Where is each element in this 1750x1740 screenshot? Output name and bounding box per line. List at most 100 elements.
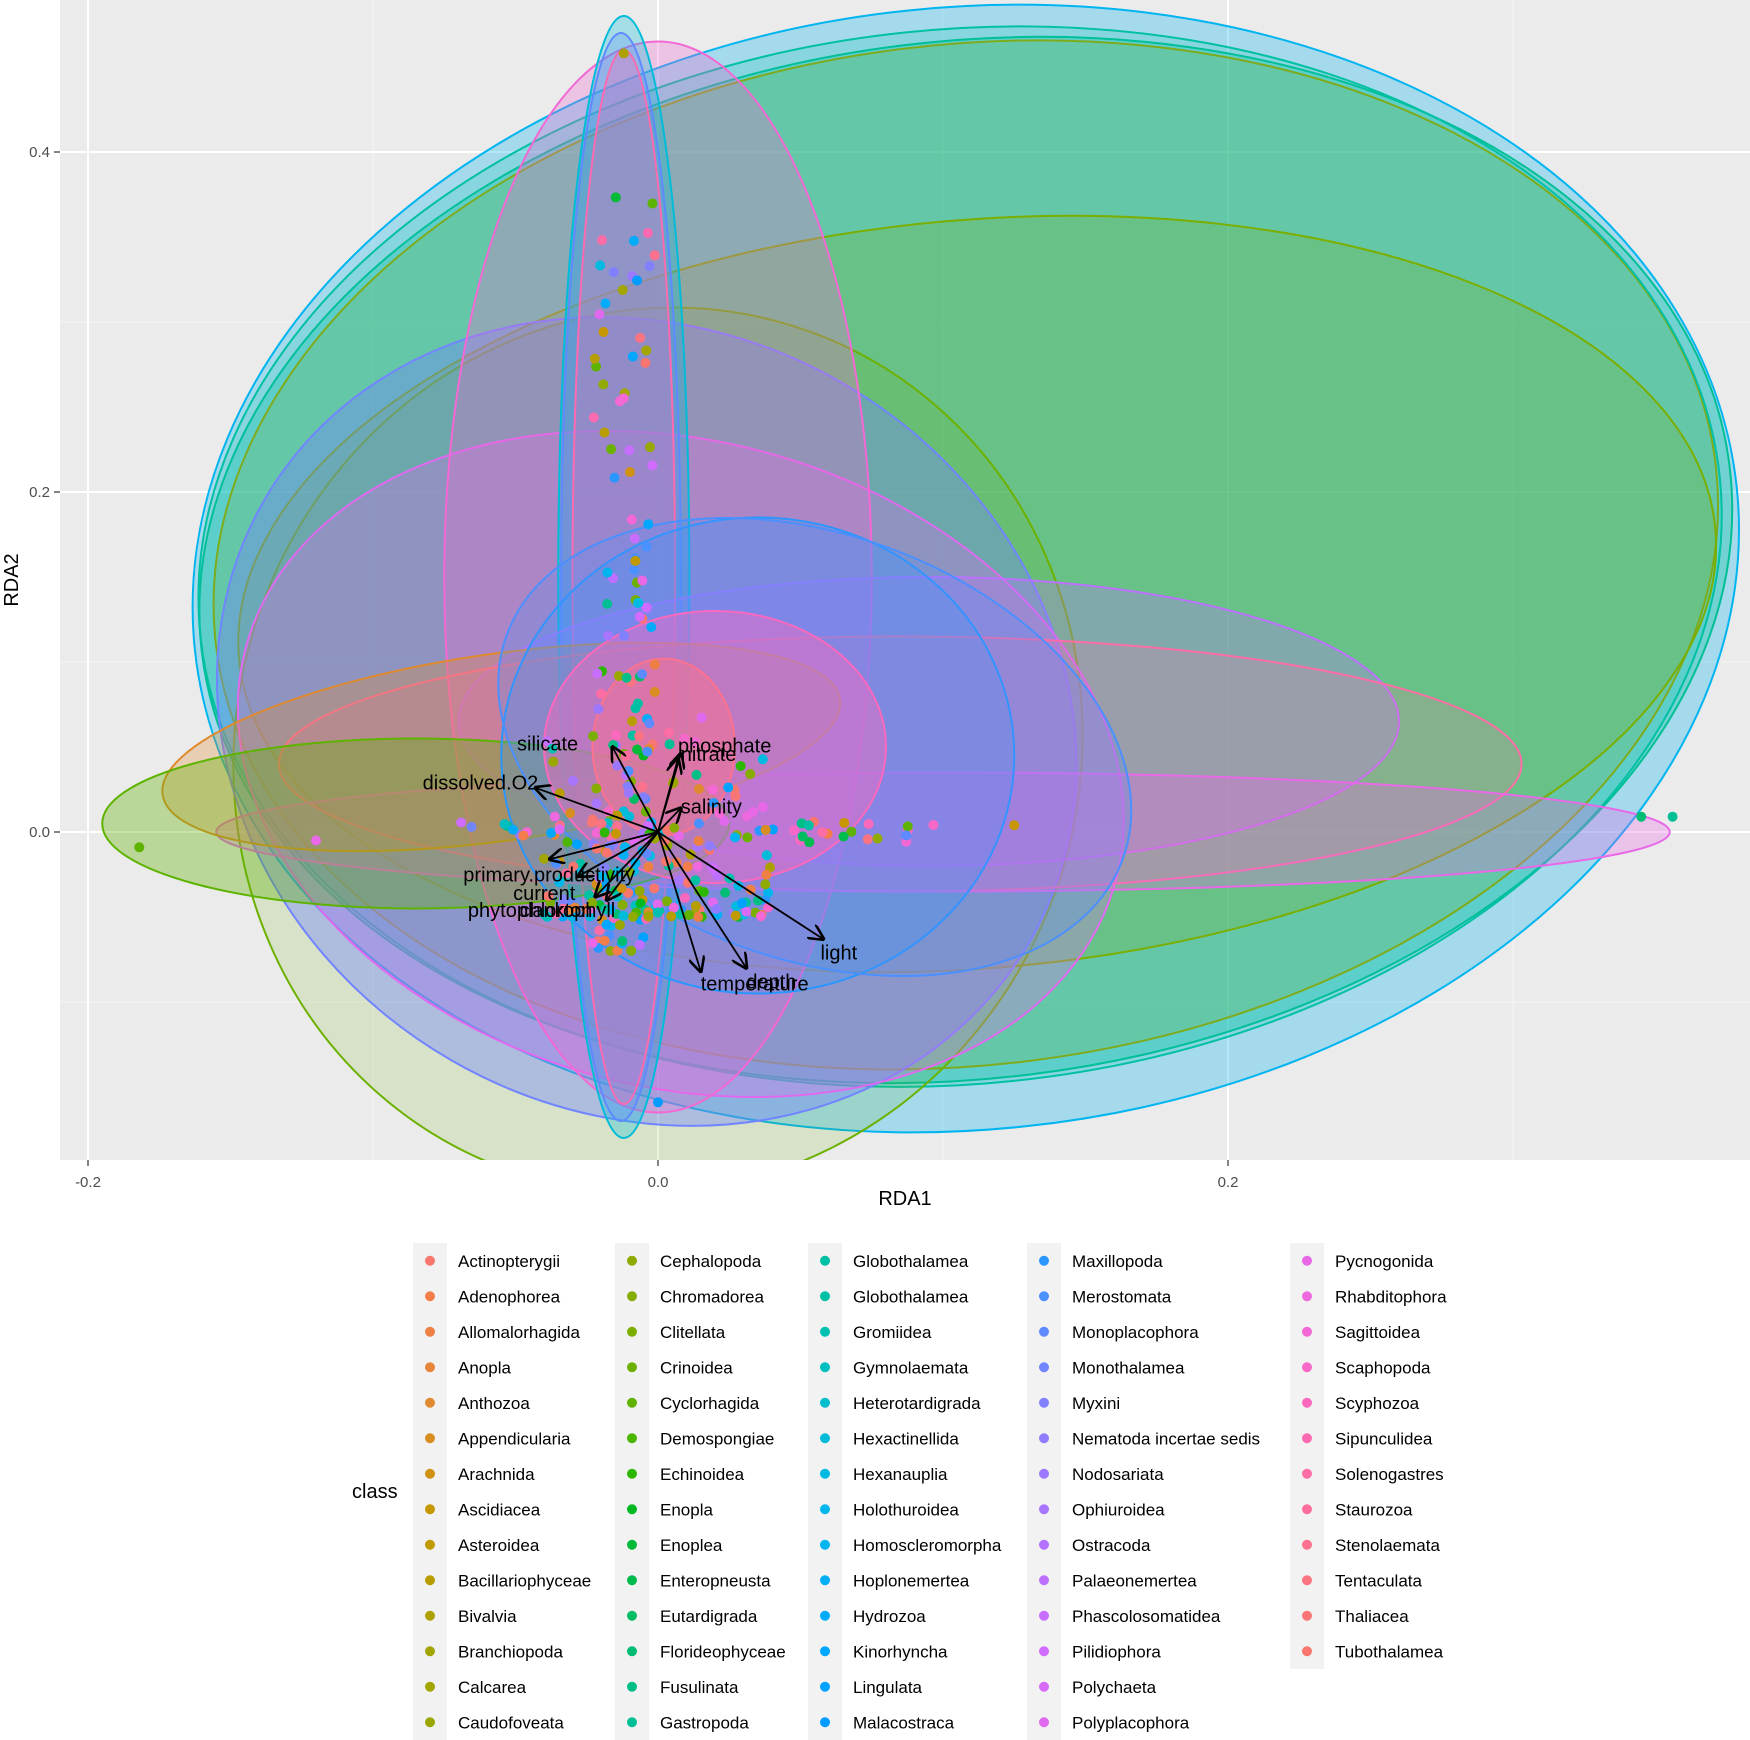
legend-item-anopla: Anopla [458,1358,511,1377]
site-point [591,783,602,794]
site-point [618,48,629,59]
site-point [730,910,741,921]
site-point [593,704,604,715]
site-point [558,894,569,905]
site-point [901,830,912,841]
site-point [707,784,718,795]
site-point [757,754,768,765]
site-point [755,911,766,922]
site-point [663,727,674,738]
legend-item-sagittoidea: Sagittoidea [1335,1323,1421,1342]
legend-item-bivalvia: Bivalvia [458,1607,517,1626]
site-point [606,444,617,455]
site-point [635,332,646,343]
site-point [760,879,771,890]
legend-key-point [820,1397,830,1408]
site-point [594,309,605,320]
legend-key-point [425,1717,435,1728]
site-point [1009,820,1020,831]
site-point [637,781,648,792]
site-point [508,824,519,835]
legend-key-point [425,1575,435,1586]
site-point [736,898,747,909]
site-point [804,837,815,848]
vector-arrow-dissolved-o2 [535,788,659,833]
site-point [627,911,638,922]
legend-key-point [1302,1255,1312,1266]
site-point [549,811,560,822]
site-point [661,896,672,907]
legend-item-kinorhyncha: Kinorhyncha [853,1642,948,1661]
legend-key-point [627,1539,637,1550]
site-point [134,842,145,853]
legend-item-globothalamea: Globothalamea [853,1252,969,1271]
legend-key-point [820,1646,830,1657]
legend-item-caudofoveata: Caudofoveata [458,1713,564,1732]
site-point [730,791,741,802]
site-point [704,841,715,852]
legend-item-homoscleromorpha: Homoscleromorpha [853,1536,1002,1555]
site-point [664,739,675,750]
site-point [789,825,800,836]
legend-key-point [1302,1433,1312,1444]
site-point [599,862,610,873]
legend-key-point [627,1504,637,1515]
site-point [723,782,734,793]
site-point [551,908,562,919]
site-point [600,298,611,309]
site-point [647,460,658,471]
site-point [682,861,693,872]
legend-item-solenogastres: Solenogastres [1335,1465,1444,1484]
legend-item-ophiuroidea: Ophiuroidea [1072,1500,1165,1519]
site-point [592,668,603,679]
site-point [637,575,648,586]
legend-item-asteroidea: Asteroidea [458,1536,540,1555]
site-point [642,746,653,757]
legend-item-cephalopoda: Cephalopoda [660,1252,762,1271]
legend-item-maxillopoda: Maxillopoda [1072,1252,1163,1271]
site-point [698,887,709,898]
legend-key-point [1302,1468,1312,1479]
site-point [311,835,321,846]
site-point [673,875,684,886]
legend-item-staurozoa: Staurozoa [1335,1500,1413,1519]
vector-arrow-chlorophyll [607,831,659,900]
site-point [613,671,624,682]
legend-item-hydrozoa: Hydrozoa [853,1607,926,1626]
legend-item-bacillariophyceae: Bacillariophyceae [458,1571,591,1590]
legend-key-point [1039,1291,1049,1302]
site-point [803,820,814,831]
site-point [599,427,610,438]
site-point [643,519,654,530]
site-point [646,622,657,633]
site-point [586,817,597,828]
site-point [634,611,645,622]
site-point [640,357,651,368]
site-point [617,936,628,947]
site-point [669,822,680,833]
site-point [748,806,759,817]
legend-item-gastropoda: Gastropoda [660,1713,749,1732]
vector-label-silicate: silicate [517,734,578,756]
legend-key-point [1039,1468,1049,1479]
legend-item-tentaculata: Tentaculata [1335,1571,1422,1590]
point-layer [134,48,1678,1108]
site-point [635,898,646,909]
site-point [620,750,631,761]
site-point [634,731,645,742]
site-point [618,910,629,921]
legend-key-point [627,1362,637,1373]
legend-key-point [627,1255,637,1266]
x-tick-label: 0.2 [1218,1174,1239,1191]
legend-key-point [820,1575,830,1586]
site-point [641,848,652,859]
legend-key-point [820,1433,830,1444]
site-point [627,716,638,727]
site-point [846,826,857,837]
vector-label-light: light [820,943,857,965]
site-point [591,361,602,372]
vector-arrow-current [578,831,659,876]
class-ellipse-9 [443,40,873,1114]
legend-key-point [820,1681,830,1692]
